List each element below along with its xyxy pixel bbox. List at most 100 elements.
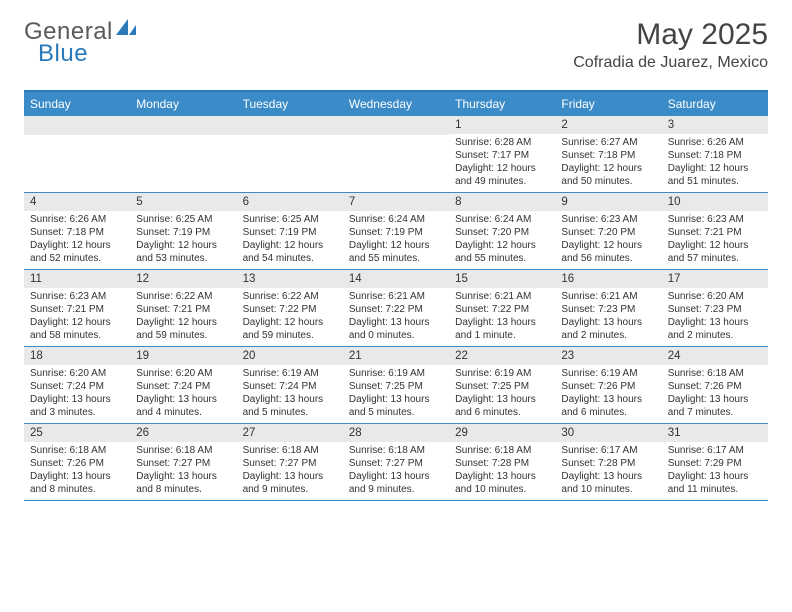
sunrise-line: Sunrise: 6:20 AM [136,367,230,380]
sunrise-line: Sunrise: 6:22 AM [243,290,337,303]
sunset-line: Sunset: 7:17 PM [455,149,549,162]
sunrise-line: Sunrise: 6:28 AM [455,136,549,149]
day-cell: 27Sunrise: 6:18 AMSunset: 7:27 PMDayligh… [237,424,343,500]
sunrise-line: Sunrise: 6:18 AM [30,444,124,457]
sunrise-line: Sunrise: 6:23 AM [30,290,124,303]
week-row: 11Sunrise: 6:23 AMSunset: 7:21 PMDayligh… [24,270,768,347]
sunrise-line: Sunrise: 6:20 AM [30,367,124,380]
daylight-line: Daylight: 13 hours and 1 minute. [455,316,549,342]
sunrise-line: Sunrise: 6:26 AM [30,213,124,226]
day-number: 10 [662,193,768,211]
sunrise-line: Sunrise: 6:19 AM [349,367,443,380]
sunset-line: Sunset: 7:25 PM [349,380,443,393]
sunset-line: Sunset: 7:28 PM [455,457,549,470]
day-body: Sunrise: 6:25 AMSunset: 7:19 PMDaylight:… [130,211,236,265]
day-cell: 9Sunrise: 6:23 AMSunset: 7:20 PMDaylight… [555,193,661,269]
sunrise-line: Sunrise: 6:18 AM [455,444,549,457]
day-number: 22 [449,347,555,365]
day-cell: 1Sunrise: 6:28 AMSunset: 7:17 PMDaylight… [449,116,555,192]
day-body: Sunrise: 6:21 AMSunset: 7:22 PMDaylight:… [343,288,449,342]
day-number: 8 [449,193,555,211]
day-number: 5 [130,193,236,211]
sunset-line: Sunset: 7:24 PM [243,380,337,393]
daylight-line: Daylight: 12 hours and 49 minutes. [455,162,549,188]
day-cell: 10Sunrise: 6:23 AMSunset: 7:21 PMDayligh… [662,193,768,269]
day-number: 26 [130,424,236,442]
daylight-line: Daylight: 13 hours and 3 minutes. [30,393,124,419]
month-title: May 2025 [573,18,768,52]
dow-row: Sunday Monday Tuesday Wednesday Thursday… [24,92,768,116]
day-cell: 7Sunrise: 6:24 AMSunset: 7:19 PMDaylight… [343,193,449,269]
sunrise-line: Sunrise: 6:24 AM [349,213,443,226]
day-cell: 16Sunrise: 6:21 AMSunset: 7:23 PMDayligh… [555,270,661,346]
logo-blue-row: Blue [38,40,88,68]
day-cell: 8Sunrise: 6:24 AMSunset: 7:20 PMDaylight… [449,193,555,269]
sunset-line: Sunset: 7:27 PM [243,457,337,470]
day-number: 12 [130,270,236,288]
sunrise-line: Sunrise: 6:18 AM [349,444,443,457]
daylight-line: Daylight: 12 hours and 52 minutes. [30,239,124,265]
sunrise-line: Sunrise: 6:27 AM [561,136,655,149]
day-number: 24 [662,347,768,365]
daylight-line: Daylight: 12 hours and 59 minutes. [243,316,337,342]
location-label: Cofradia de Juarez, Mexico [573,54,768,72]
sunset-line: Sunset: 7:22 PM [243,303,337,316]
day-number: 21 [343,347,449,365]
sunset-line: Sunset: 7:22 PM [455,303,549,316]
day-body: Sunrise: 6:28 AMSunset: 7:17 PMDaylight:… [449,134,555,188]
day-body: Sunrise: 6:21 AMSunset: 7:23 PMDaylight:… [555,288,661,342]
day-number [343,116,449,135]
sunrise-line: Sunrise: 6:18 AM [668,367,762,380]
day-number: 14 [343,270,449,288]
daylight-line: Daylight: 13 hours and 7 minutes. [668,393,762,419]
header: General May 2025 Cofradia de Juarez, Mex… [24,18,768,72]
sunset-line: Sunset: 7:19 PM [243,226,337,239]
day-number: 25 [24,424,130,442]
day-number [130,116,236,135]
day-cell: 29 Sunrise: 6:18 AMSunset: 7:28 PMDayligh… [449,424,555,500]
day-cell: 13Sunrise: 6:22 AMSunset: 7:22 PMDayligh… [237,270,343,346]
sunset-line: Sunset: 7:19 PM [136,226,230,239]
week-row: 1Sunrise: 6:28 AMSunset: 7:17 PMDaylight… [24,116,768,193]
day-cell: 6Sunrise: 6:25 AMSunset: 7:19 PMDaylight… [237,193,343,269]
day-number [237,116,343,135]
day-number: 30 [555,424,661,442]
day-cell: 12Sunrise: 6:22 AMSunset: 7:21 PMDayligh… [130,270,236,346]
day-number: 20 [237,347,343,365]
calendar: Sunday Monday Tuesday Wednesday Thursday… [24,90,768,501]
day-body: Sunrise: 6:23 AMSunset: 7:21 PMDaylight:… [662,211,768,265]
day-body: Sunrise: 6:24 AMSunset: 7:20 PMDaylight:… [449,211,555,265]
daylight-line: Daylight: 13 hours and 11 minutes. [668,470,762,496]
title-block: May 2025 Cofradia de Juarez, Mexico [573,18,768,72]
day-number: 16 [555,270,661,288]
day-cell: 21Sunrise: 6:19 AMSunset: 7:25 PMDayligh… [343,347,449,423]
sunset-line: Sunset: 7:24 PM [30,380,124,393]
sunrise-line: Sunrise: 6:21 AM [455,290,549,303]
sunrise-line: Sunrise: 6:17 AM [561,444,655,457]
day-cell [24,116,130,192]
daylight-line: Daylight: 12 hours and 50 minutes. [561,162,655,188]
day-cell: 19Sunrise: 6:20 AMSunset: 7:24 PMDayligh… [130,347,236,423]
day-number: 31 [662,424,768,442]
day-number: 17 [662,270,768,288]
daylight-line: Daylight: 13 hours and 10 minutes. [455,470,549,496]
sunrise-line: Sunrise: 6:25 AM [243,213,337,226]
day-body: Sunrise: 6:20 AMSunset: 7:23 PMDaylight:… [662,288,768,342]
daylight-line: Daylight: 12 hours and 57 minutes. [668,239,762,265]
dow-tuesday: Tuesday [237,92,343,116]
sunrise-line: Sunrise: 6:18 AM [136,444,230,457]
sunset-line: Sunset: 7:23 PM [561,303,655,316]
week-row: 4Sunrise: 6:26 AMSunset: 7:18 PMDaylight… [24,193,768,270]
daylight-line: Daylight: 13 hours and 0 minutes. [349,316,443,342]
day-cell: 26Sunrise: 6:18 AMSunset: 7:27 PMDayligh… [130,424,236,500]
day-cell: 15Sunrise: 6:21 AMSunset: 7:22 PMDayligh… [449,270,555,346]
day-cell: 4Sunrise: 6:26 AMSunset: 7:18 PMDaylight… [24,193,130,269]
day-number: 11 [24,270,130,288]
day-number [24,116,130,135]
sunrise-line: Sunrise: 6:19 AM [561,367,655,380]
dow-friday: Friday [555,92,661,116]
day-number: 29 [449,424,555,442]
day-body: Sunrise: 6:22 AMSunset: 7:21 PMDaylight:… [130,288,236,342]
daylight-line: Daylight: 13 hours and 9 minutes. [349,470,443,496]
day-cell: 2Sunrise: 6:27 AMSunset: 7:18 PMDaylight… [555,116,661,192]
